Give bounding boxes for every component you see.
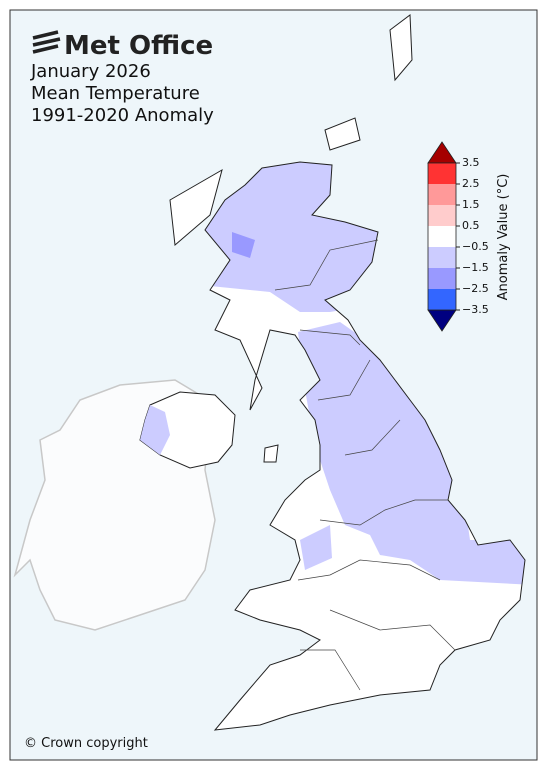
colorbar-tick-label: 1.5 (462, 198, 480, 211)
colorbar: 3.5 2.5 1.5 0.5 −0.5 −1.5 −2.5 −3.5 (427, 141, 489, 332)
copyright: © Crown copyright (24, 736, 148, 751)
colorbar-outline (427, 162, 457, 311)
logo: Met Office (32, 30, 213, 61)
colorbar-tick-label: 2.5 (462, 177, 480, 190)
colorbar-segment (428, 184, 456, 205)
isle-of-man (263, 444, 279, 463)
anomaly-area (140, 405, 170, 455)
hebrides (169, 168, 223, 246)
colorbar-tick-label: −0.5 (462, 240, 489, 253)
anomaly-area (300, 525, 332, 570)
colorbar-tick-label: −3.5 (462, 303, 489, 316)
title-line: Mean Temperature (31, 83, 200, 104)
anomaly-area (232, 232, 255, 258)
orkney (324, 117, 361, 151)
colorbar-tick-label: −2.5 (462, 282, 489, 295)
colorbar-tick-label: 3.5 (462, 156, 480, 169)
region-borders (274, 239, 456, 691)
colorbar-segment (428, 226, 456, 247)
colorbar-segment (428, 289, 456, 310)
colorbar-segment (428, 163, 456, 184)
anomaly-area (298, 322, 525, 585)
logo-text: Met Office (64, 31, 213, 61)
title-line: January 2026 (30, 61, 151, 82)
title-line: 1991-2020 Anomaly (31, 105, 214, 126)
colorbar-tick-label: −1.5 (462, 261, 489, 274)
colorbar-segment (428, 205, 456, 226)
colorbar-segment (428, 247, 456, 268)
colorbar-label: Anomaly Value (°C) (496, 174, 511, 301)
colorbar-tick-label: 0.5 (462, 219, 480, 232)
shetland (389, 14, 413, 82)
colorbar-segment (428, 268, 456, 289)
